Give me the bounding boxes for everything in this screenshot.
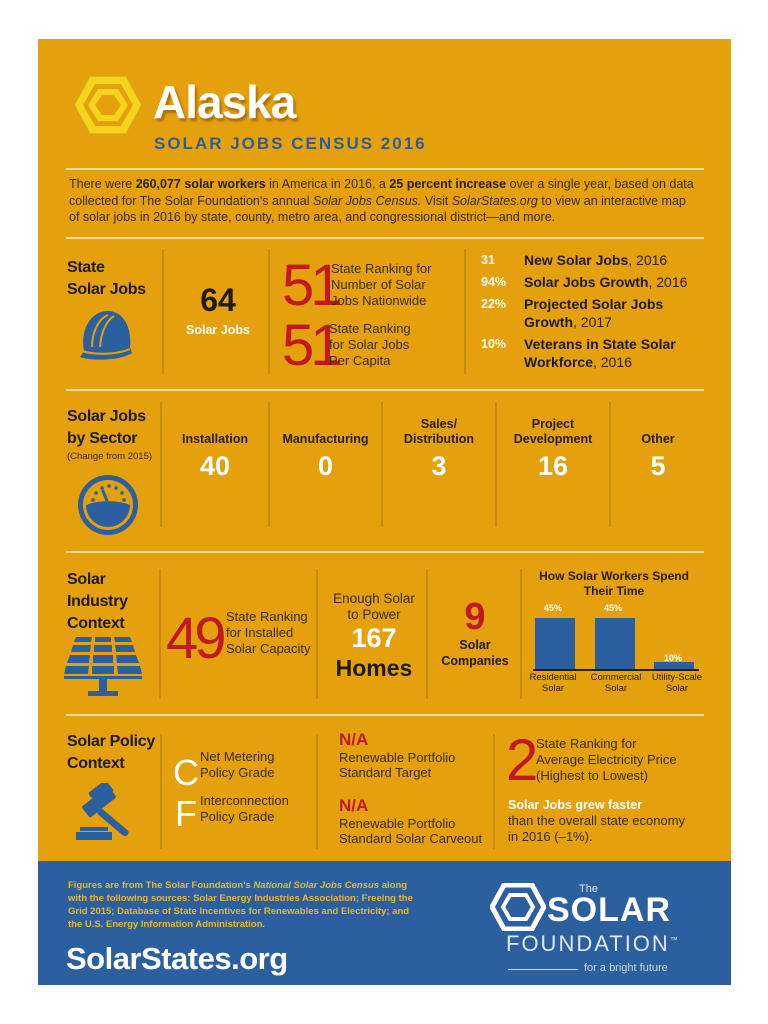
divider bbox=[495, 402, 497, 527]
hexagon-logo-icon bbox=[490, 883, 546, 931]
interconnection-grade: F bbox=[175, 793, 197, 834]
job-stats-list: 31 New Solar Jobs, 2016 94% Solar Jobs G… bbox=[481, 251, 711, 371]
divider bbox=[66, 714, 704, 716]
sector-manufacturing: Manufacturing 0 bbox=[282, 432, 369, 481]
gauge-icon bbox=[78, 475, 138, 535]
divider bbox=[268, 249, 270, 374]
rank-nationwide-value: 51 bbox=[282, 253, 342, 318]
section-title-industry: Solar Industry Context bbox=[67, 571, 128, 632]
stat-projected-growth: 22% Projected Solar Jobs Growth, 2017 bbox=[481, 296, 664, 330]
divider bbox=[160, 734, 162, 849]
solarstates-link[interactable]: SolarStates.org bbox=[451, 193, 538, 208]
solar-companies: 9 Solar Companies bbox=[428, 597, 522, 669]
stat-veterans: 10% Veterans in State Solar Workforce, 2… bbox=[481, 336, 676, 370]
sector-sales-distribution: Sales/ Distribution 3 bbox=[403, 417, 475, 481]
rps-carveout: N/A Renewable Portfolio Standard Solar C… bbox=[339, 796, 483, 846]
sources-text: Figures are from The Solar Foundation's … bbox=[68, 880, 413, 930]
hexagon-logo-icon bbox=[73, 75, 143, 135]
cat-commercial: Commercial Solar bbox=[590, 672, 642, 694]
infographic-card: Alaska SOLAR JOBS CENSUS 2016 There were… bbox=[38, 39, 731, 985]
solar-foundation-logo: The SOLAR FOUNDATION™ for a bright futur… bbox=[490, 871, 720, 981]
rank-nationwide-label: State Ranking for Number of Solar Jobs N… bbox=[331, 261, 432, 308]
divider bbox=[162, 249, 164, 374]
divider bbox=[464, 249, 466, 374]
divider bbox=[66, 389, 704, 391]
hard-hat-icon bbox=[80, 311, 132, 360]
bar-residential bbox=[535, 618, 575, 669]
rps-target: N/A Renewable Portfolio Standard Target bbox=[339, 730, 456, 780]
divider bbox=[316, 734, 318, 849]
intro-paragraph: There were 260,077 solar workers in Amer… bbox=[69, 177, 694, 224]
homes-powered: Enough Solar to Power 167 Homes bbox=[318, 591, 430, 683]
companies-value: 9 bbox=[464, 596, 486, 638]
divider bbox=[316, 569, 318, 699]
bar-utility-scale bbox=[654, 662, 694, 669]
net-metering-label: Net Metering Policy Grade bbox=[200, 749, 275, 780]
divider bbox=[520, 569, 522, 699]
divider bbox=[381, 402, 383, 527]
section-title-sector: Solar Jobs by Sector bbox=[67, 408, 146, 447]
divider bbox=[160, 402, 162, 527]
census-subtitle: SOLAR JOBS CENSUS 2016 bbox=[154, 134, 427, 153]
bar-commercial bbox=[595, 618, 635, 669]
chart-axis bbox=[533, 669, 699, 671]
homes-value: 167 bbox=[351, 623, 397, 653]
org-tagline: for a bright future bbox=[584, 962, 668, 974]
bar-chart: 45% 45% 10% bbox=[533, 599, 701, 671]
divider bbox=[159, 569, 161, 699]
stat-jobs-growth: 94% Solar Jobs Growth, 2016 bbox=[481, 274, 688, 290]
solar-jobs-label: Solar Jobs bbox=[186, 323, 250, 337]
solar-jobs-count: 64 bbox=[200, 282, 236, 318]
tagline-rule bbox=[508, 969, 578, 970]
interconnection-label: Interconnection Policy Grade bbox=[200, 793, 289, 824]
divider bbox=[66, 237, 704, 239]
state-title: Alaska bbox=[153, 76, 296, 128]
rank-capacity-value: 49 bbox=[166, 606, 226, 671]
electricity-rank-label: State Ranking for Average Electricity Pr… bbox=[536, 736, 677, 783]
org-foundation: FOUNDATION™ bbox=[506, 931, 680, 956]
divider bbox=[609, 402, 611, 527]
rank-capacity-label: State Ranking for Installed Solar Capaci… bbox=[226, 609, 311, 656]
cat-utility-scale: Utility-Scale Solar bbox=[651, 672, 703, 694]
cat-residential: Residential Solar bbox=[529, 672, 577, 694]
divider bbox=[426, 569, 428, 699]
sector-note: (Change from 2015) bbox=[67, 451, 153, 462]
sector-other: Other 5 bbox=[641, 432, 675, 481]
divider bbox=[66, 168, 704, 170]
rank-per-capita-label: State Ranking for Solar Jobs Per Capita bbox=[329, 321, 411, 368]
solar-panel-icon bbox=[64, 637, 142, 696]
jobs-growth-note: Solar Jobs grew faster than the overall … bbox=[508, 798, 686, 844]
electricity-rank-value: 2 bbox=[506, 728, 538, 793]
org-solar: SOLAR bbox=[547, 891, 671, 929]
divider bbox=[268, 402, 270, 527]
chart-title: How Solar Workers Spend Their Time bbox=[539, 569, 689, 598]
divider bbox=[493, 734, 495, 849]
sector-installation: Installation 40 bbox=[182, 432, 248, 481]
org-the: The bbox=[579, 883, 598, 895]
stat-new-jobs: 31 New Solar Jobs, 2016 bbox=[481, 252, 668, 268]
section-title-policy: Solar Policy Context bbox=[67, 733, 155, 772]
solarstates-url-link[interactable]: SolarStates.org bbox=[66, 941, 288, 976]
footer: Figures are from The Solar Foundation's … bbox=[38, 861, 731, 985]
net-metering-grade: C bbox=[173, 752, 199, 793]
sector-project-development: Project Development 16 bbox=[513, 417, 593, 481]
divider bbox=[66, 551, 704, 553]
gavel-icon bbox=[76, 783, 129, 840]
homes-unit: Homes bbox=[335, 655, 413, 681]
section-title-state-jobs: State Solar Jobs bbox=[67, 259, 146, 298]
rank-per-capita-value: 51 bbox=[282, 313, 342, 378]
